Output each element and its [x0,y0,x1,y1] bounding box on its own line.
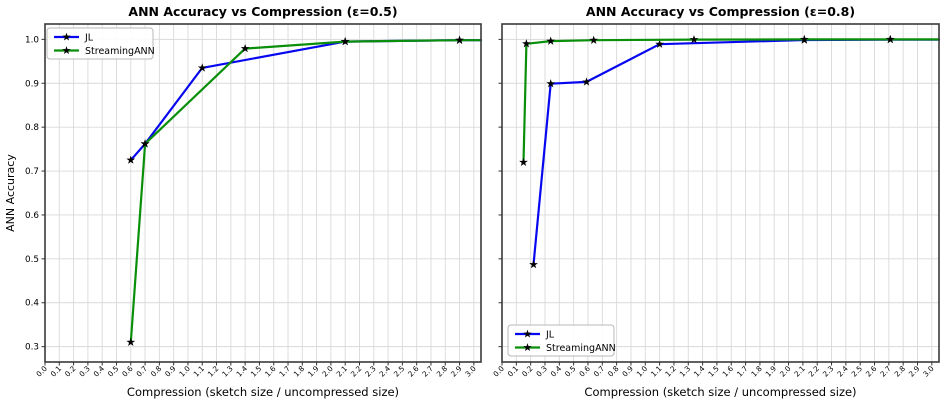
legend-marker-sample [523,329,532,338]
data-point-marker [582,77,591,86]
x-axis-label: Compression (sketch size / uncompressed … [127,385,399,399]
data-point-marker [589,35,599,44]
y-tick-label: 0.4 [25,299,39,309]
chart-0: 0.0 0.1 0.2 0.3 0.4 0.5 0.6 0.7 0.8 0.9 1.0 1.1 1.2 1… [4,4,483,399]
y-tick-label: 0.6 [25,211,39,221]
y-axis: 0.3 0.4 0.5 0.6 0.7 0.8 0.9 1.0 [25,35,45,353]
y-axis-label: ANN Accuracy [4,154,17,232]
plot-area [45,24,481,362]
data-point-marker [521,39,531,48]
data-point-marker [885,34,895,44]
series-line-streamingann [129,39,483,344]
legend-label: StreamingANN [85,46,155,57]
data-point-marker [197,63,207,72]
chart-1: 0.0 0.1 0.2 0.3 0.4 0.5 0.6 0.7 0.8 0.9 1.0 1.1 1.2 1… [491,4,941,399]
data-point-marker [455,35,464,44]
plot-area [502,24,939,362]
y-tick-label: 0.9 [25,79,39,89]
data-point-marker [240,43,250,53]
axes-spines [44,23,482,363]
data-point-marker [126,337,136,346]
y-tick-label: 0.7 [25,167,39,177]
data-point-marker [655,39,664,48]
series-line-streamingann [522,38,941,164]
legend-label: StreamingANN [546,343,616,354]
chart-title: ANN Accuracy vs Compression (ε=0.5) [128,4,397,19]
legend-label: JL [545,329,555,340]
data-point-marker [546,79,556,88]
data-point-marker [546,36,556,45]
legend-marker-sample [62,32,71,41]
data-point-marker [529,259,538,269]
y-tick-label: 0.3 [25,343,39,353]
chart-title: ANN Accuracy vs Compression (ε=0.8) [586,4,855,19]
data-point-marker [140,139,150,148]
axes-spines [501,23,940,363]
y-axis [498,38,502,348]
legend: JL StreamingANN [507,324,616,357]
data-point-marker [799,34,809,44]
legend: JL StreamingANN [46,27,155,60]
data-point-marker [126,155,136,164]
grid [44,24,481,362]
series-markers-streamingann [519,34,895,166]
y-tick-label: 0.5 [25,255,39,265]
data-point-marker [340,36,350,46]
legend-label: JL [84,32,94,43]
data-point-marker [689,34,699,44]
legend-marker-sample [62,46,71,55]
data-point-marker [519,157,528,166]
x-axis-label: Compression (sketch size / uncompressed … [584,385,856,399]
y-tick-label: 1.0 [25,35,39,45]
legend-marker-sample [523,343,532,352]
series-markers-streamingann [126,35,464,346]
y-tick-label: 0.8 [25,123,39,133]
